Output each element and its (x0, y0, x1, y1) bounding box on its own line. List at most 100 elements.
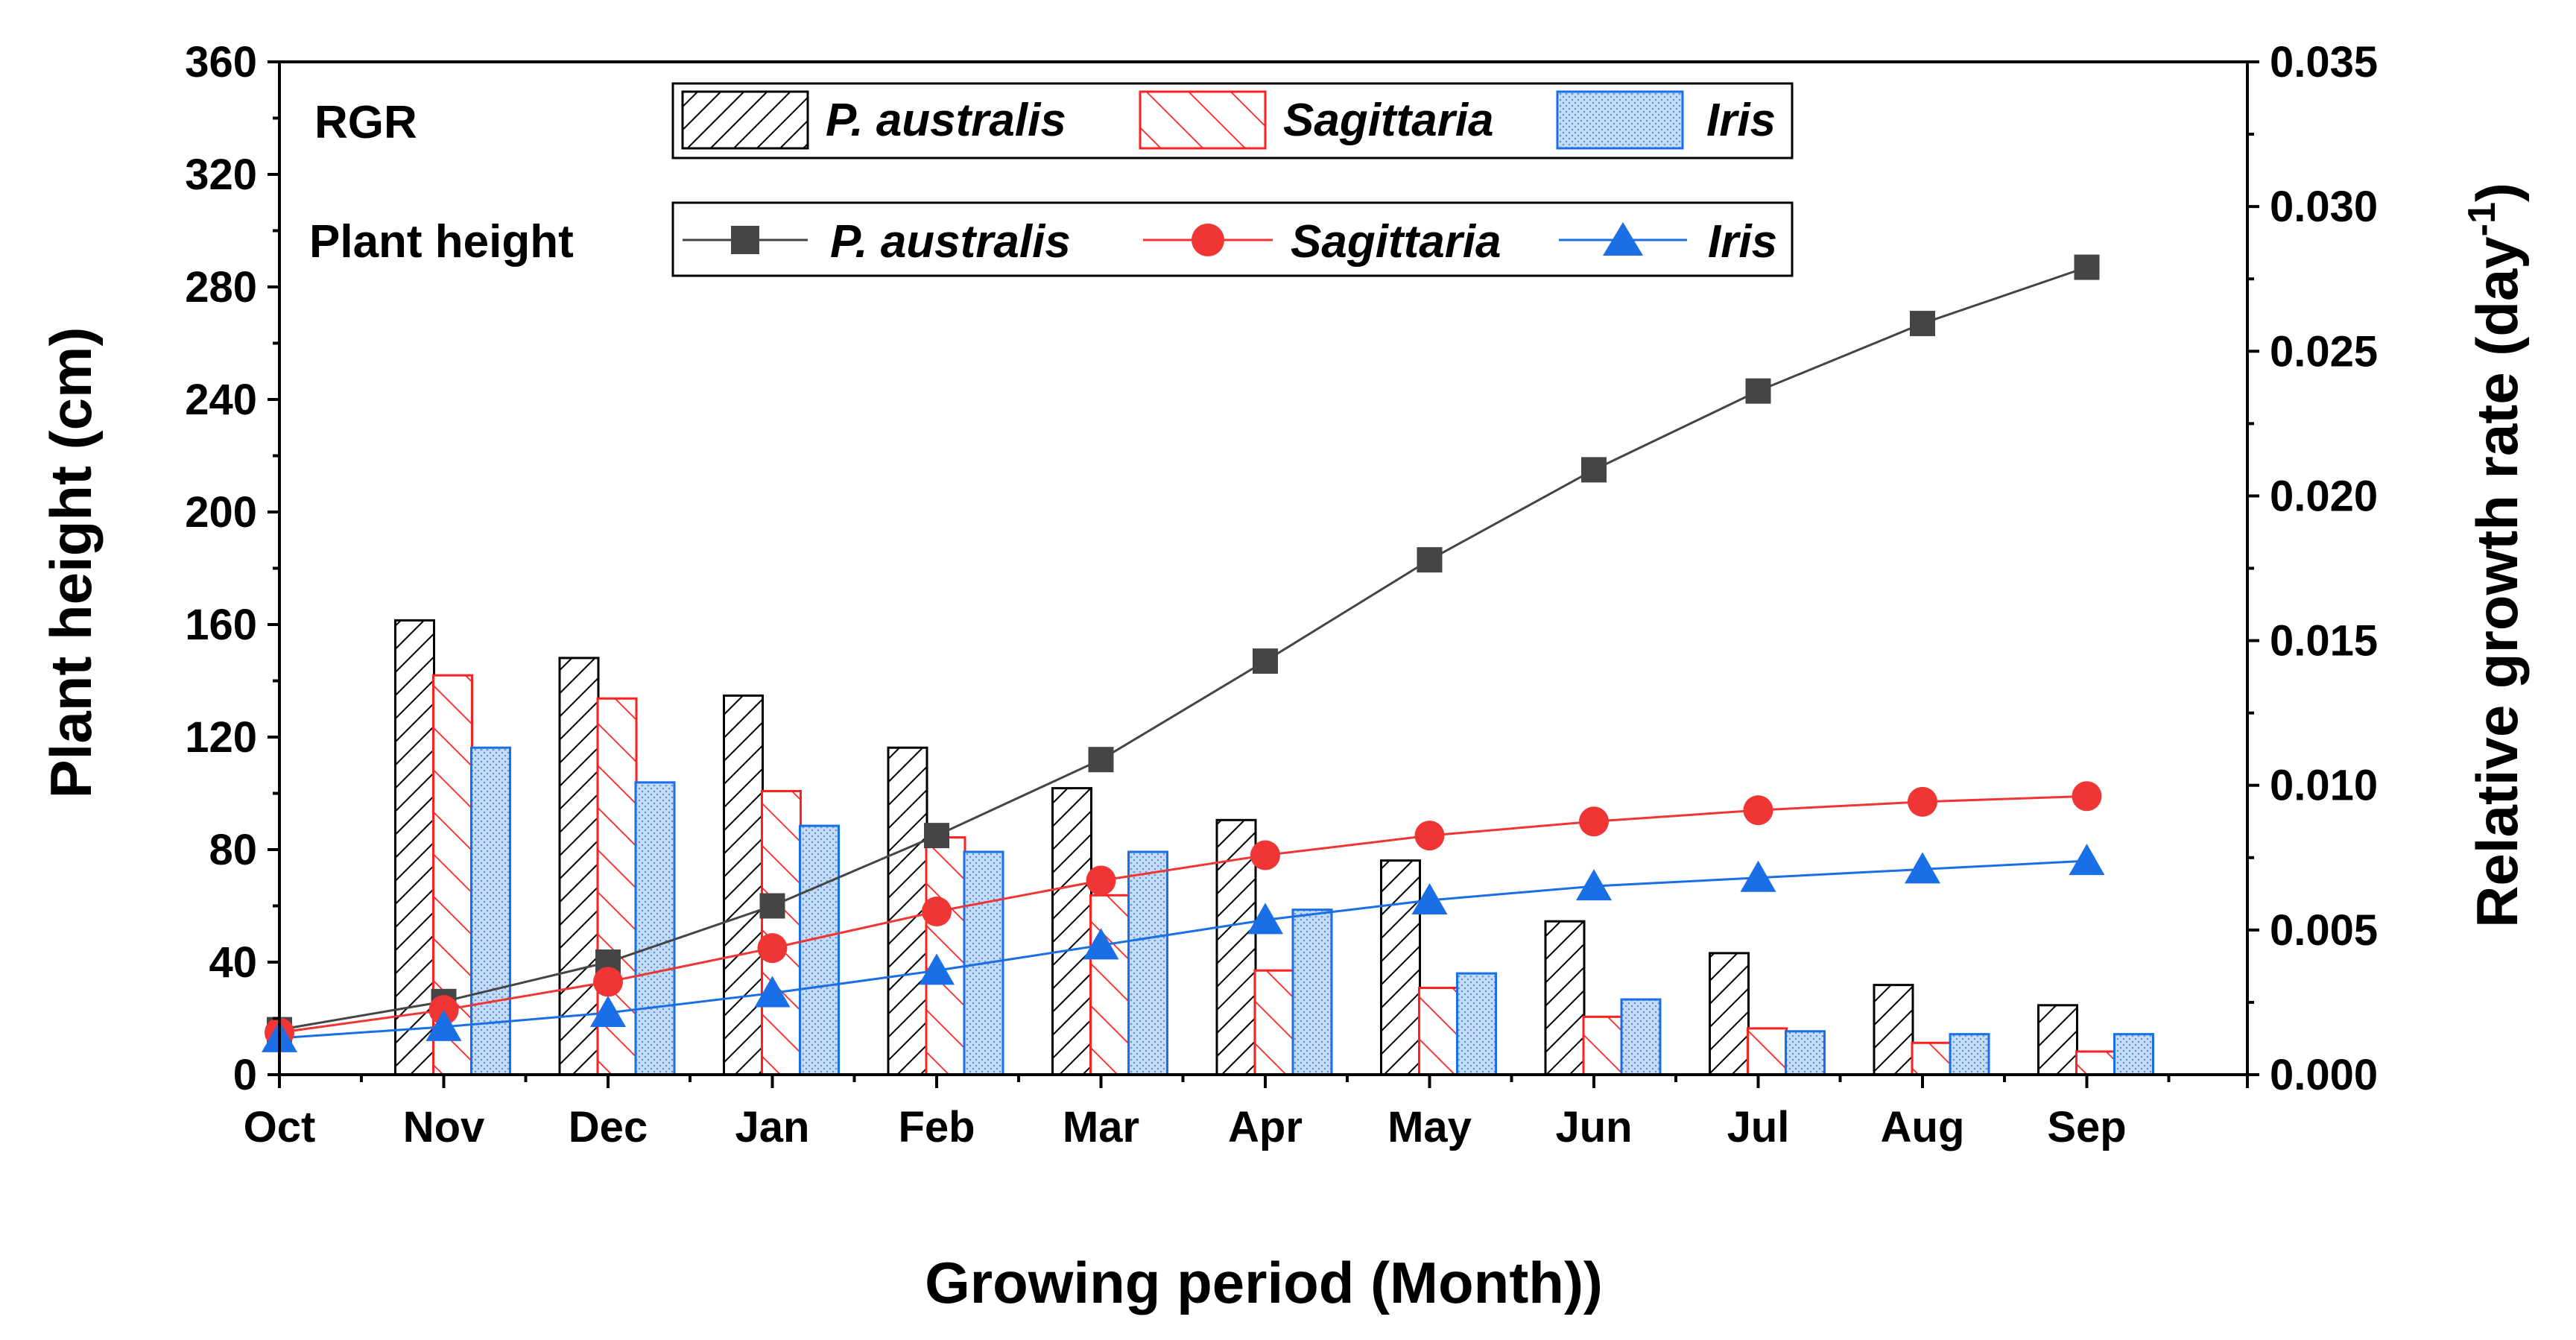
bar-iris-feb (963, 850, 1004, 1076)
bar-sagittaria-mar (1089, 894, 1130, 1076)
y-left-tick-label: 280 (185, 263, 257, 312)
point-p-australis-aug (1910, 311, 1935, 337)
legend-height-sagittaria: Sagittaria (1291, 216, 1501, 268)
line-iris (279, 859, 2087, 1040)
bar-p-australis-may (1380, 859, 1421, 1076)
y-right-tick-label: 0.035 (2270, 38, 2378, 86)
bar-sagittaria-aug (1911, 1041, 1952, 1076)
point-iris-nov (425, 1009, 462, 1041)
x-tick-label-apr: Apr (1228, 1103, 1303, 1151)
bar-iris-jun (1620, 998, 1662, 1076)
point-sagittaria-feb (922, 897, 952, 927)
point-sagittaria-aug (1908, 786, 1937, 817)
bar-iris-mar (1127, 850, 1168, 1076)
bar-iris-jan (799, 824, 840, 1076)
bar-p-australis-sep (2037, 1004, 2078, 1076)
point-sagittaria-mar (1086, 865, 1116, 896)
point-sagittaria-jul (1743, 795, 1773, 826)
bar-sagittaria-jun (1582, 1015, 1624, 1076)
legend-marker-square (731, 226, 759, 254)
point-iris-feb (919, 953, 955, 985)
bar-iris-apr (1291, 908, 1333, 1076)
y-left-tick-label: 120 (185, 713, 257, 762)
point-iris-mar (1083, 928, 1119, 960)
bar-sagittaria-feb (925, 836, 966, 1076)
bar-p-australis-dec (558, 657, 600, 1076)
bar-sagittaria-may (1418, 987, 1459, 1076)
bar-p-australis-jul (1709, 952, 1750, 1076)
y-right-tick-label: 0.030 (2270, 183, 2378, 231)
point-iris-jun (1576, 869, 1612, 901)
x-tick-label-oct: Oct (244, 1103, 316, 1151)
bar-sagittaria-sep (2075, 1050, 2116, 1076)
y-left-tick-label: 240 (185, 376, 257, 424)
y-right-tick-label: 0.025 (2270, 327, 2378, 376)
bar-iris-jul (1785, 1030, 1826, 1076)
legend-marker-triangle (1603, 222, 1643, 256)
rgr-bars (394, 619, 2154, 1076)
point-sagittaria-dec (593, 967, 623, 997)
line-sagittaria (279, 794, 2087, 1034)
y-axis-right-title-end: ) (2464, 183, 2530, 202)
x-tick-label-nov: Nov (403, 1103, 485, 1151)
bar-sagittaria-jul (1747, 1027, 1788, 1076)
legend-rgr-sagittaria: Sagittaria (1283, 95, 1494, 146)
bar-p-australis-jun (1544, 920, 1586, 1076)
x-tick-label-sep: Sep (2047, 1103, 2126, 1151)
x-tick-label-jul: Jul (1727, 1103, 1790, 1151)
bar-iris-sep (2113, 1033, 2154, 1076)
point-iris-aug (1905, 852, 1940, 884)
y-axis-left-title: Plant height (cm) (38, 327, 104, 799)
point-sagittaria-apr (1250, 840, 1280, 870)
legend-rgr-box: P. australis Sagittaria Iris (671, 82, 1794, 159)
y-right-tick-label: 0.020 (2270, 472, 2378, 520)
x-tick-label-feb: Feb (898, 1103, 975, 1151)
axes: 0 40 80 120 160 200 240 280 320 360 0.000 0.005 0.01… (185, 38, 2378, 1151)
legend-rgr-p-australis: P. australis (826, 95, 1066, 146)
bar-p-australis-aug (1873, 984, 1914, 1076)
legend-height-label: Plant height (309, 216, 574, 268)
point-sagittaria-jun (1579, 806, 1609, 837)
legend-rgr-label: RGR (314, 97, 417, 148)
legend-height-p-australis: P. australis (830, 216, 1071, 268)
point-iris-apr (1247, 903, 1283, 935)
point-iris-sep (2069, 844, 2105, 876)
legend-rgr-iris: Iris (1706, 95, 1776, 146)
bar-iris-nov (470, 746, 511, 1076)
y-left-tick-label: 40 (209, 938, 257, 987)
point-iris-dec (590, 995, 626, 1027)
bar-p-australis-nov (394, 619, 435, 1076)
x-tick-label-mar: Mar (1063, 1103, 1139, 1151)
y-axis-right-title-sup: -1 (2461, 202, 2504, 236)
x-tick-label-dec: Dec (569, 1103, 648, 1151)
y-left-tick-label: 360 (185, 38, 257, 86)
y-right-tick-label: 0.005 (2270, 906, 2378, 955)
y-left-tick-label: 0 (233, 1051, 257, 1099)
point-sagittaria-jan (757, 933, 788, 964)
bar-p-australis-mar (1051, 787, 1092, 1076)
point-iris-jul (1740, 860, 1776, 892)
y-left-tick-label: 200 (185, 488, 257, 537)
bar-sagittaria-apr (1253, 969, 1295, 1076)
y-axis-right-title-main: Relative growth rate (day (2464, 236, 2530, 928)
point-p-australis-apr (1253, 648, 1278, 674)
height-lines (262, 254, 2105, 1052)
bar-p-australis-jan (723, 694, 764, 1076)
legend-swatch-p-australis-bar (681, 90, 809, 150)
bar-iris-dec (634, 781, 676, 1076)
legend-swatch-sagittaria-bar (1139, 90, 1267, 150)
legend-height-iris: Iris (1708, 216, 1777, 268)
point-p-australis-jun (1581, 457, 1607, 483)
y-left-tick-label: 80 (209, 826, 257, 874)
point-sagittaria-sep (2072, 781, 2102, 812)
point-iris-may (1411, 882, 1448, 914)
point-p-australis-jan (759, 893, 785, 919)
bar-p-australis-feb (887, 746, 928, 1076)
y-right-tick-label: 0.015 (2270, 617, 2378, 666)
bar-sagittaria-jan (761, 789, 802, 1076)
legend-height-box: P. australis Sagittaria Iris (671, 201, 1794, 277)
point-p-australis-mar (1088, 747, 1114, 773)
point-p-australis-jul (1745, 378, 1771, 404)
